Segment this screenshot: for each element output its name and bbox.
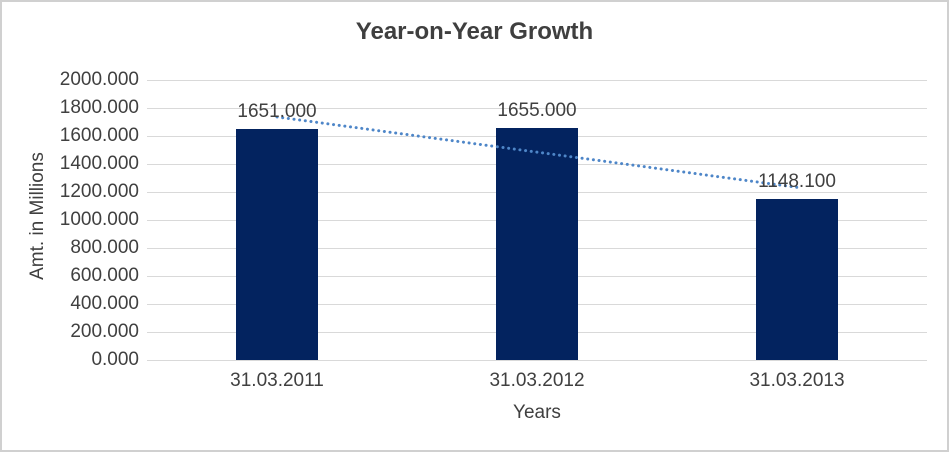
x-axis-tick-label: 31.03.2012 <box>489 370 585 391</box>
y-axis-tick-label: 400.000 <box>70 293 139 314</box>
gridline <box>147 107 927 109</box>
y-axis-tick-label: 800.000 <box>70 237 139 258</box>
y-axis-tick-label: 200.000 <box>70 321 139 342</box>
y-axis-tick-label: 1200.000 <box>59 181 139 202</box>
chart-title: Year-on-Year Growth <box>355 18 594 45</box>
gridline <box>147 79 927 81</box>
bar <box>236 128 318 360</box>
x-axis-tick-label: 31.03.2013 <box>749 370 845 391</box>
bar <box>756 199 838 360</box>
y-axis-tick-label: 2000.000 <box>59 69 139 90</box>
y-axis-tick-label: 600.000 <box>70 265 139 286</box>
y-axis-title: Amt. in Millions <box>27 152 48 280</box>
x-axis-title: Years <box>513 402 561 423</box>
y-axis-tick-label: 0.000 <box>91 349 139 370</box>
bar <box>496 128 578 360</box>
bar-data-label: 1651.000 <box>237 100 317 122</box>
y-axis-tick-label: 1000.000 <box>59 209 139 230</box>
x-axis-line <box>147 359 927 361</box>
y-axis-tick-label: 1400.000 <box>59 153 139 174</box>
bar-data-label: 1655.000 <box>497 100 577 122</box>
y-axis-tick-label: 1600.000 <box>59 125 139 146</box>
x-axis-tick-label: 31.03.2011 <box>230 370 324 391</box>
y-axis-tick-label: 1800.000 <box>59 97 139 118</box>
bar-data-label: 1148.100 <box>758 171 836 193</box>
